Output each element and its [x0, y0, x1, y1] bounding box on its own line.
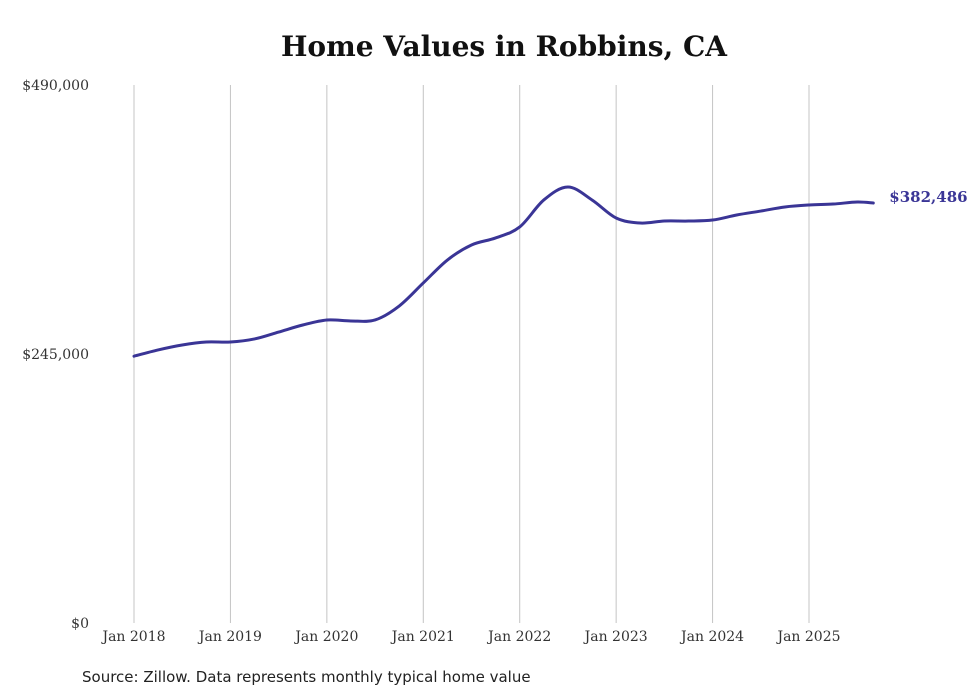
x-tick-label: Jan 2022 [486, 629, 551, 645]
x-tick-label: Jan 2021 [390, 629, 455, 645]
chart-title: Home Values in Robbins, CA [280, 30, 728, 63]
x-tick-label: Jan 2020 [293, 629, 358, 645]
x-tick-label: Jan 2018 [100, 629, 165, 645]
y-tick-label: $0 [71, 616, 89, 632]
x-tick-label: Jan 2025 [775, 629, 840, 645]
series-line [132, 185, 875, 358]
x-tick-label: Jan 2019 [197, 629, 262, 645]
source-note: Source: Zillow. Data represents monthly … [82, 668, 531, 686]
y-tick-label: $490,000 [22, 78, 89, 94]
x-tick-label: Jan 2023 [583, 629, 648, 645]
end-value-label: $382,486 [889, 188, 967, 206]
y-tick-label: $245,000 [22, 347, 89, 363]
x-tick-label: Jan 2024 [679, 629, 744, 645]
